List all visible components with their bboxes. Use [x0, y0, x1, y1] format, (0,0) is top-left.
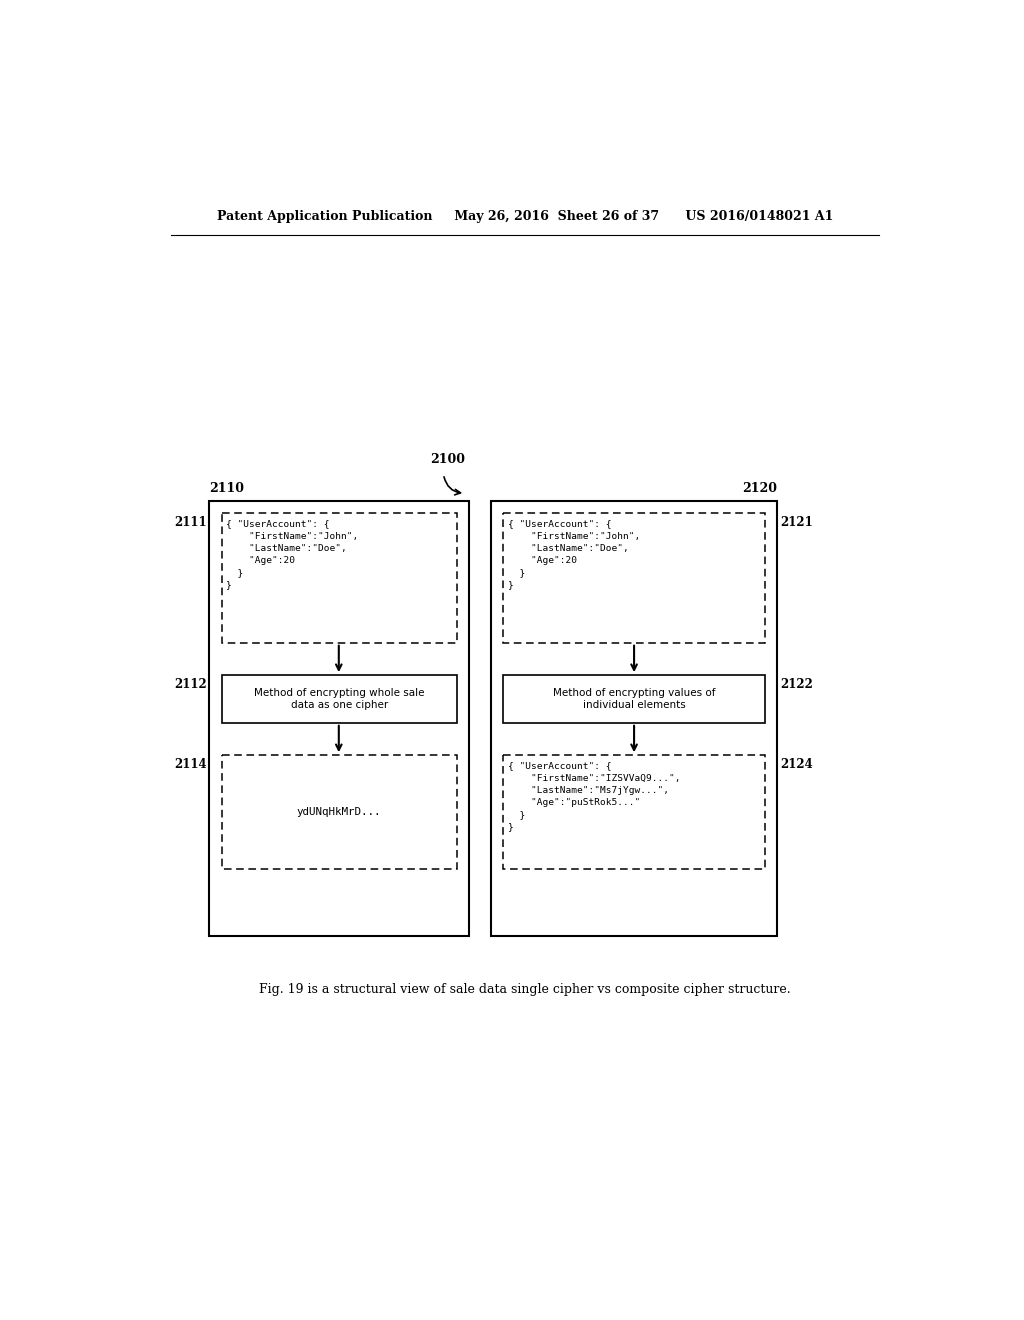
- Text: 2114: 2114: [174, 758, 207, 771]
- Bar: [490, 502, 777, 936]
- Text: { "UserAccount": {
    "FirstName":"John",
    "LastName":"Doe",
    "Age":20
  : { "UserAccount": { "FirstName":"John", "…: [226, 520, 358, 589]
- Bar: [503, 513, 765, 643]
- Text: 2120: 2120: [742, 482, 777, 495]
- Text: 2121: 2121: [779, 516, 812, 529]
- Text: Method of encrypting whole sale
data as one cipher: Method of encrypting whole sale data as …: [254, 688, 424, 710]
- Text: Method of encrypting values of
individual elements: Method of encrypting values of individua…: [553, 688, 716, 710]
- Text: 2122: 2122: [779, 678, 813, 692]
- Text: 2110: 2110: [209, 482, 245, 495]
- Text: 2111: 2111: [174, 516, 207, 529]
- FancyArrowPatch shape: [444, 477, 461, 495]
- Text: Patent Application Publication     May 26, 2016  Sheet 26 of 37      US 2016/014: Patent Application Publication May 26, 2…: [217, 210, 833, 223]
- Bar: [209, 502, 469, 936]
- Bar: [222, 513, 457, 643]
- Text: Fig. 19 is a structural view of sale data single cipher vs composite cipher stru: Fig. 19 is a structural view of sale dat…: [259, 983, 791, 997]
- Bar: [503, 675, 765, 723]
- Bar: [222, 675, 457, 723]
- Text: ydUNqHkMrD...: ydUNqHkMrD...: [297, 807, 381, 817]
- Text: { "UserAccount": {
    "FirstName":"IZSVVaQ9...",
    "LastName":"Ms7jYgw...",
 : { "UserAccount": { "FirstName":"IZSVVaQ9…: [508, 762, 680, 832]
- Bar: [222, 755, 457, 869]
- Text: 2100: 2100: [430, 453, 465, 466]
- Text: 2112: 2112: [174, 678, 207, 692]
- Text: 2124: 2124: [779, 758, 812, 771]
- Bar: [503, 755, 765, 869]
- Text: { "UserAccount": {
    "FirstName":"John",
    "LastName":"Doe",
    "Age":20
  : { "UserAccount": { "FirstName":"John", "…: [508, 520, 640, 589]
